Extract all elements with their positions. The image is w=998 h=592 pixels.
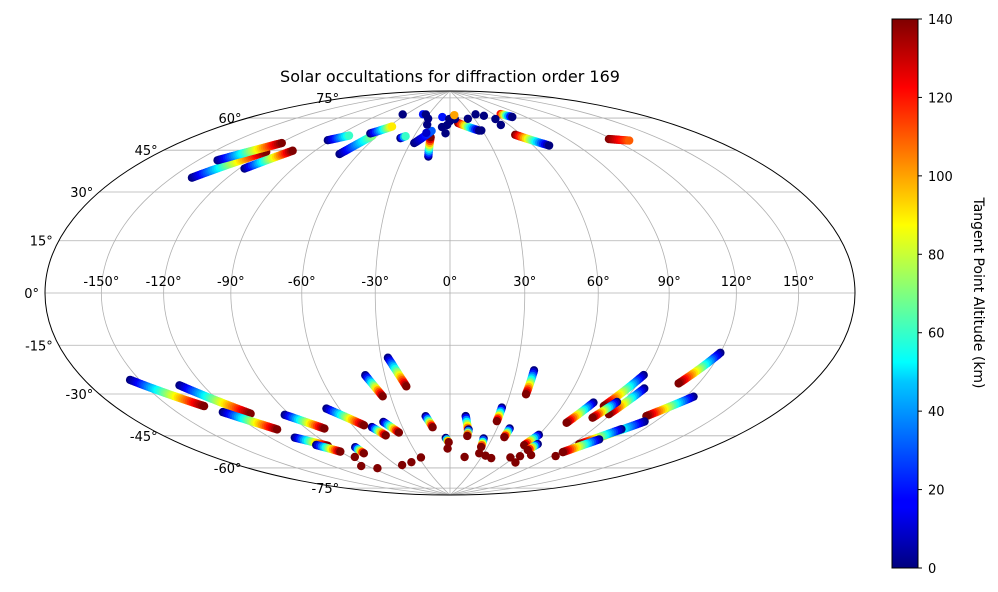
data-point xyxy=(500,432,509,442)
data-point xyxy=(428,423,437,432)
data-point xyxy=(463,114,473,123)
y-tick-label: 45° xyxy=(135,144,158,159)
x-tick-label: 0° xyxy=(443,275,458,290)
data-point xyxy=(272,425,282,434)
data-point xyxy=(544,141,554,150)
data-point xyxy=(378,392,387,401)
data-point xyxy=(463,431,472,441)
data-point xyxy=(288,146,297,155)
colorbar-tick-label: 60 xyxy=(928,327,945,342)
data-point xyxy=(359,449,369,458)
x-tick-label: 120° xyxy=(721,275,752,290)
y-tick-label: -75° xyxy=(311,482,339,497)
data-point xyxy=(526,450,536,460)
data-point xyxy=(515,451,525,461)
data-point xyxy=(441,129,450,138)
data-point xyxy=(460,452,469,462)
map-boundary xyxy=(44,90,856,496)
data-point xyxy=(438,112,447,122)
x-tick-label: 90° xyxy=(658,275,681,290)
data-point xyxy=(444,438,453,447)
latitude-tick-labels: -75° -60° -45° -30° -15° 0° 15° 30° 45° 60° 75° xyxy=(24,92,339,497)
x-tick-label: -60° xyxy=(288,275,316,290)
data-point xyxy=(558,447,568,457)
data-point xyxy=(443,444,452,453)
data-point xyxy=(344,131,354,140)
data-point xyxy=(492,416,502,426)
colorbar-tick-label: 100 xyxy=(928,170,953,185)
x-tick-label: -90° xyxy=(217,275,245,290)
data-point xyxy=(398,110,407,119)
data-point xyxy=(320,424,329,433)
data-point xyxy=(450,110,459,120)
y-tick-label: 75° xyxy=(316,92,339,107)
y-tick-label: 30° xyxy=(70,186,93,201)
data-point xyxy=(402,382,411,391)
data-point xyxy=(387,122,397,131)
colorbar-tick-label: 0 xyxy=(928,562,936,577)
data-point xyxy=(508,112,517,122)
data-point xyxy=(381,431,390,440)
data-point xyxy=(487,453,496,463)
longitude-tick-labels: -150° -120° -90° -60° -30° 0° 30° 60° 90° 120° 150… xyxy=(83,275,814,290)
chart-title: Solar occultations for diffraction order… xyxy=(280,67,620,86)
data-point xyxy=(511,458,520,467)
colorbar-ticks: 0 20 40 60 80 100 120 140 xyxy=(918,13,953,577)
data-point xyxy=(401,132,410,141)
data-point xyxy=(357,461,366,471)
x-tick-label: 150° xyxy=(783,275,814,290)
colorbar-tick-label: 80 xyxy=(928,248,945,263)
x-tick-label: -30° xyxy=(361,275,389,290)
data-point xyxy=(479,111,489,121)
data-point xyxy=(422,128,431,138)
data-point xyxy=(477,126,486,135)
data-point xyxy=(407,457,416,467)
y-tick-label: -30° xyxy=(66,388,94,403)
graticule xyxy=(45,91,855,495)
colorbar-tick-label: 20 xyxy=(928,484,945,499)
colorbar xyxy=(891,18,919,569)
data-point xyxy=(496,120,506,130)
data-point xyxy=(562,418,571,427)
colorbar-tick-label: 140 xyxy=(928,13,953,28)
data-point xyxy=(551,451,560,461)
colorbar-label: Tangent Point Altitude (km) xyxy=(970,196,986,388)
data-point xyxy=(373,464,382,473)
data-point xyxy=(336,447,345,456)
data-point xyxy=(588,413,597,422)
y-tick-label: 15° xyxy=(30,235,53,250)
data-point xyxy=(350,452,360,462)
data-point xyxy=(471,110,480,119)
data-point xyxy=(359,421,369,430)
data-point xyxy=(674,379,683,388)
y-tick-label: 60° xyxy=(218,112,241,127)
data-point xyxy=(475,449,484,458)
y-tick-label: 0° xyxy=(24,287,39,302)
data-points xyxy=(125,109,725,473)
y-tick-label: -15° xyxy=(25,339,53,354)
data-point xyxy=(277,138,286,148)
data-point xyxy=(397,460,407,470)
data-point xyxy=(491,114,500,124)
colorbar-tick-label: 40 xyxy=(928,405,945,420)
x-tick-label: 60° xyxy=(587,275,610,290)
x-tick-label: 30° xyxy=(513,275,536,290)
y-tick-label: -60° xyxy=(214,462,242,477)
data-point xyxy=(423,120,432,129)
y-tick-label: -45° xyxy=(130,430,158,445)
data-point xyxy=(394,428,404,437)
data-point xyxy=(199,401,209,411)
data-point xyxy=(521,390,531,399)
x-tick-label: -120° xyxy=(146,275,182,290)
colorbar-tick-label: 120 xyxy=(928,91,953,106)
x-tick-label: -150° xyxy=(83,275,119,290)
data-point xyxy=(246,409,255,418)
data-point xyxy=(624,136,634,145)
data-point xyxy=(416,453,426,462)
